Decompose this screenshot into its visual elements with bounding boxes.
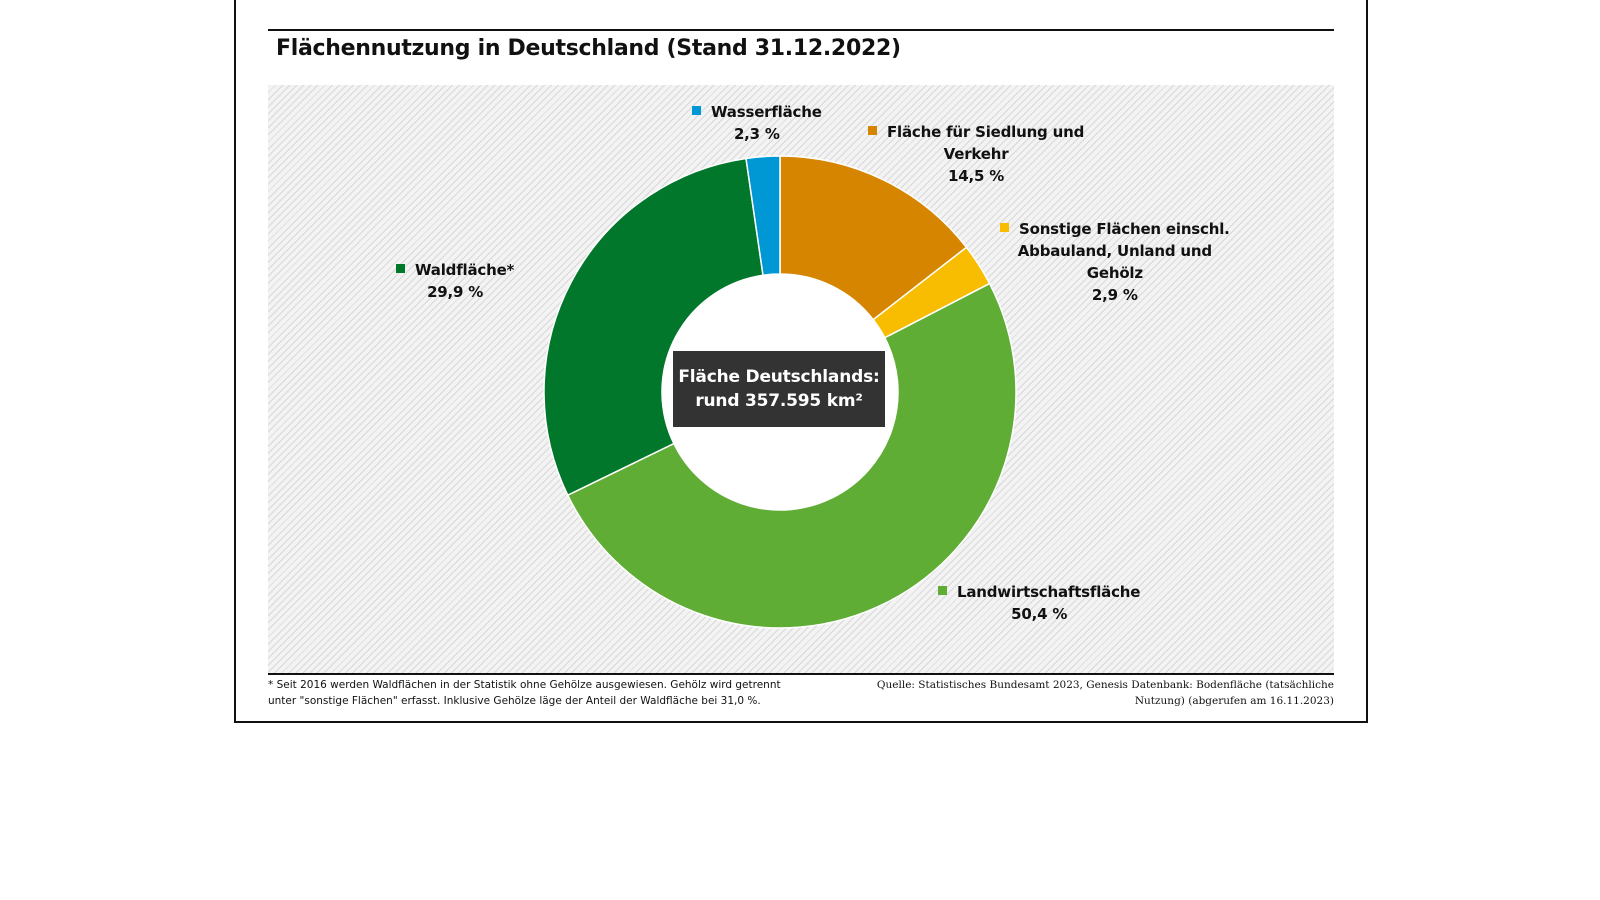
legend-siedlung-verkehr: Fläche für Siedlung und Verkehr 14,5 % — [868, 121, 1084, 187]
swatch-sonstige-flaechen — [1000, 223, 1009, 232]
chart-title: Flächennutzung in Deutschland (Stand 31.… — [276, 36, 901, 61]
footnote-line1: * Seit 2016 werden Waldflächen in der St… — [268, 679, 781, 691]
legend-value-sonstige-flaechen: 2,9 % — [1091, 286, 1138, 304]
swatch-wasserflaeche — [692, 106, 701, 115]
swatch-waldflaeche — [396, 264, 405, 273]
legend-label-line: Fläche für Siedlung und — [887, 123, 1085, 141]
swatch-siedlung-verkehr — [868, 126, 877, 135]
legend-label-line: Gehölz — [1086, 264, 1143, 282]
legend-value-landwirtschaft: 50,4 % — [1011, 605, 1068, 623]
legend-label-line: Wasserfläche — [711, 103, 822, 121]
top-rule — [268, 29, 1334, 31]
swatch-landwirtschaft — [938, 586, 947, 595]
legend-label-line: Verkehr — [943, 145, 1009, 163]
legend-sonstige-flaechen: Sonstige Flächen einschl. Abbauland, Unl… — [1000, 218, 1230, 306]
legend-label-line: Landwirtschaftsfläche — [957, 583, 1141, 601]
legend-waldflaeche: Waldfläche* 29,9 % — [396, 259, 514, 303]
center-label-box: Fläche Deutschlands: rund 357.595 km² — [673, 351, 885, 427]
center-label-line1: Fläche Deutschlands: — [678, 367, 880, 387]
legend-label-line: Sonstige Flächen einschl. — [1019, 220, 1230, 238]
legend-landwirtschaft: Landwirtschaftsfläche 50,4 % — [938, 581, 1140, 625]
source-note: Quelle: Statistisches Bundesamt 2023, Ge… — [870, 677, 1334, 709]
legend-value-wasserflaeche: 2,3 % — [733, 125, 780, 143]
source-line2: Nutzung) (abgerufen am 16.11.2023) — [1134, 695, 1334, 707]
legend-label-line: Abbauland, Unland und — [1017, 242, 1212, 260]
center-label-line2: rund 357.595 km² — [695, 391, 863, 411]
legend-wasserflaeche: Wasserfläche 2,3 % — [692, 101, 822, 145]
legend-value-waldflaeche: 29,9 % — [427, 283, 484, 301]
legend-value-siedlung-verkehr: 14,5 % — [948, 167, 1005, 185]
footnote: * Seit 2016 werden Waldflächen in der St… — [268, 677, 788, 709]
footnote-line2: unter "sonstige Flächen" erfasst. Inklus… — [268, 695, 761, 707]
legend-label-line: Waldfläche* — [415, 261, 515, 279]
source-line1: Quelle: Statistisches Bundesamt 2023, Ge… — [876, 679, 1334, 691]
bottom-rule — [268, 673, 1334, 675]
slice-waldflaeche — [543, 157, 764, 497]
